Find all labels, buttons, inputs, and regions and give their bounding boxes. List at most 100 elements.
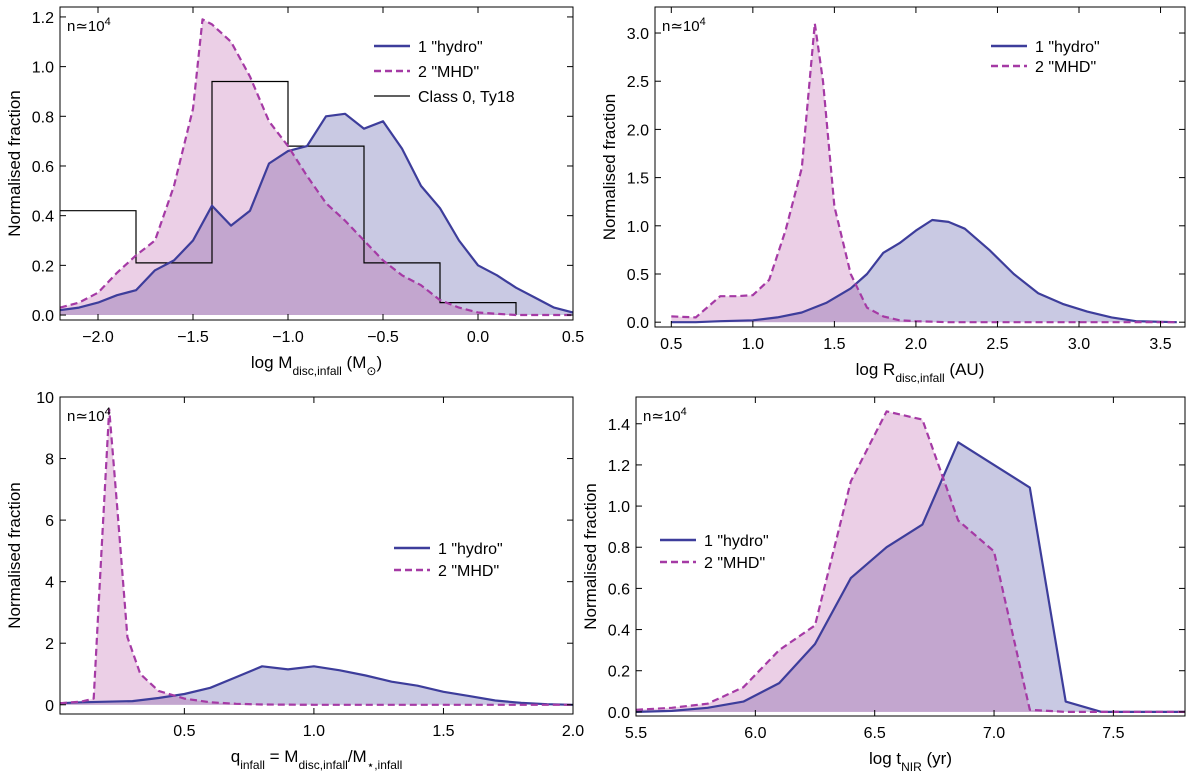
y-tick-label: 1.2 (32, 10, 54, 27)
y-tick-label: 2.0 (627, 122, 649, 139)
y-tick-label: 1.0 (32, 60, 54, 77)
y-tick-label: 2.5 (627, 74, 649, 91)
plot-frame (654, 6, 1186, 328)
legend: 1 "hydro" 2 "MHD" Class 0, Ty18 (374, 39, 515, 106)
y-axis-label: Normalised fraction (600, 94, 619, 240)
y-tick-label: 1.5 (627, 171, 649, 188)
legend-label: 2 "MHD" (1035, 59, 1096, 76)
y-tick-label: 10 (36, 390, 54, 407)
x-tick-label: 7.0 (983, 725, 1005, 742)
y-tick-label: 0 (45, 698, 54, 715)
y-tick-label: 0.0 (32, 308, 54, 325)
legend-label: Class 0, Ty18 (418, 89, 515, 106)
x-tick-label: −0.5 (367, 329, 399, 346)
y-axis-label: Normalised fraction (581, 483, 600, 629)
y-tick-label: 8 (45, 452, 54, 469)
x-tick-label: 5.5 (625, 725, 647, 742)
x-tick-label: 7.5 (1102, 725, 1124, 742)
y-tick-label: 0.2 (32, 258, 54, 275)
plot-frame (59, 6, 574, 321)
x-axis-label: log Rdisc,infall (AU) (856, 360, 985, 385)
sample-size-annotation: n≃104 (643, 406, 687, 425)
hydro-line (60, 665, 573, 706)
y-axis-label: Normalised fraction (5, 482, 24, 628)
mhd-line (636, 410, 1185, 714)
hydro-line (636, 441, 1185, 714)
y-tick-label: 0.2 (608, 664, 630, 681)
x-tick-label: 2.0 (905, 336, 927, 353)
y-tick-label: 0.5 (627, 267, 649, 284)
x-tick-label: −1.5 (177, 329, 209, 346)
x-tick-label: 0.0 (467, 329, 489, 346)
x-tick-label: 2.5 (986, 336, 1008, 353)
x-tick-label: 1.0 (742, 336, 764, 353)
legend-label: 1 "hydro" (418, 39, 483, 56)
overlap-area (636, 482, 1185, 712)
x-axis-label: qinfall = Mdisc,infall/M⋆,infall (231, 747, 402, 772)
y-tick-label: 1.4 (608, 417, 630, 434)
y-tick-label: 0.4 (608, 623, 630, 640)
hydro-area (671, 220, 1177, 323)
overlap-area (60, 695, 573, 705)
x-tick-label: 3.0 (1068, 336, 1090, 353)
x-tick-label: 0.5 (660, 336, 682, 353)
sample-size-annotation: n≃104 (662, 16, 706, 35)
y-tick-label: 1.2 (608, 458, 630, 475)
plot-area (60, 408, 573, 706)
panel-3: 0.5 1.0 1.5 2.0 0 2 4 6 8 10 Normalised fraction qi… (5, 390, 584, 772)
legend-label: 2 "MHD" (418, 64, 479, 81)
x-axis-label: log Mdisc,infall (M⊙) (251, 353, 382, 378)
y-tick-label: 2 (45, 636, 54, 653)
hydro-line (60, 112, 573, 314)
legend-label: 1 "hydro" (704, 533, 769, 550)
x-tick-label: −1.0 (272, 329, 304, 346)
mhd-line (671, 22, 1177, 324)
y-tick-label: 0.8 (608, 540, 630, 557)
panel-2: 0.5 1.0 1.5 2.0 2.5 3.0 3.5 0.0 0.5 1.0 1.5 2.0 2.5 3… (600, 6, 1186, 385)
y-tick-label: 4 (45, 575, 54, 592)
plot-area (636, 410, 1185, 714)
legend: 1 "hydro" 2 "MHD" (991, 39, 1100, 76)
legend-label: 2 "MHD" (704, 555, 765, 572)
mhd-area (60, 19, 573, 316)
x-axis-label: log tNIR (yr) (869, 749, 952, 774)
legend-label: 1 "hydro" (438, 541, 503, 558)
x-tick-label: 1.5 (823, 336, 845, 353)
mhd-area (671, 23, 1177, 323)
y-tick-label: 0.6 (608, 581, 630, 598)
x-tick-label: 2.0 (562, 723, 584, 740)
legend: 1 "hydro" 2 "MHD" (660, 533, 769, 572)
x-tick-label: 0.5 (562, 329, 584, 346)
sample-size-annotation: n≃104 (67, 16, 111, 35)
y-tick-label: 0.0 (608, 705, 630, 722)
x-tick-label: 6.0 (744, 725, 766, 742)
x-tick-label: 1.0 (303, 723, 325, 740)
x-tick-label: 1.5 (432, 723, 454, 740)
x-tick-label: 0.5 (173, 723, 195, 740)
plot-area (60, 18, 573, 317)
y-axis-label: Normalised fraction (5, 90, 24, 236)
hydro-area (60, 666, 573, 705)
plot-frame (59, 396, 574, 715)
hydro-line (671, 218, 1177, 324)
y-tick-label: 1.0 (627, 219, 649, 236)
panel-1: −2.0 −1.5 −1.0 −0.5 0.0 0.5 0.0 0.2 0.4 0.6 0.8 1.0… (5, 6, 584, 378)
y-tick-label: 1.0 (608, 499, 630, 516)
legend-label: 2 "MHD" (438, 563, 499, 580)
panel-4: 5.5 6.0 6.5 7.0 7.5 0.0 0.2 0.4 0.6 0.8 1.0 1.2 1.4 N… (581, 396, 1186, 774)
y-tick-label: 0.0 (627, 315, 649, 332)
y-tick-label: 0.4 (32, 209, 54, 226)
overlap-area (60, 150, 573, 316)
x-tick-label: 6.5 (864, 725, 886, 742)
x-tick-label: 3.5 (1149, 336, 1171, 353)
y-tick-label: 0.8 (32, 109, 54, 126)
y-tick-label: 0.6 (32, 159, 54, 176)
x-tick-label: −2.0 (82, 329, 114, 346)
plot-area (671, 22, 1177, 324)
legend: 1 "hydro" 2 "MHD" (394, 541, 503, 580)
y-tick-label: 3.0 (627, 26, 649, 43)
plot-frame (635, 396, 1186, 717)
y-tick-label: 6 (45, 513, 54, 530)
legend-label: 1 "hydro" (1035, 39, 1100, 56)
